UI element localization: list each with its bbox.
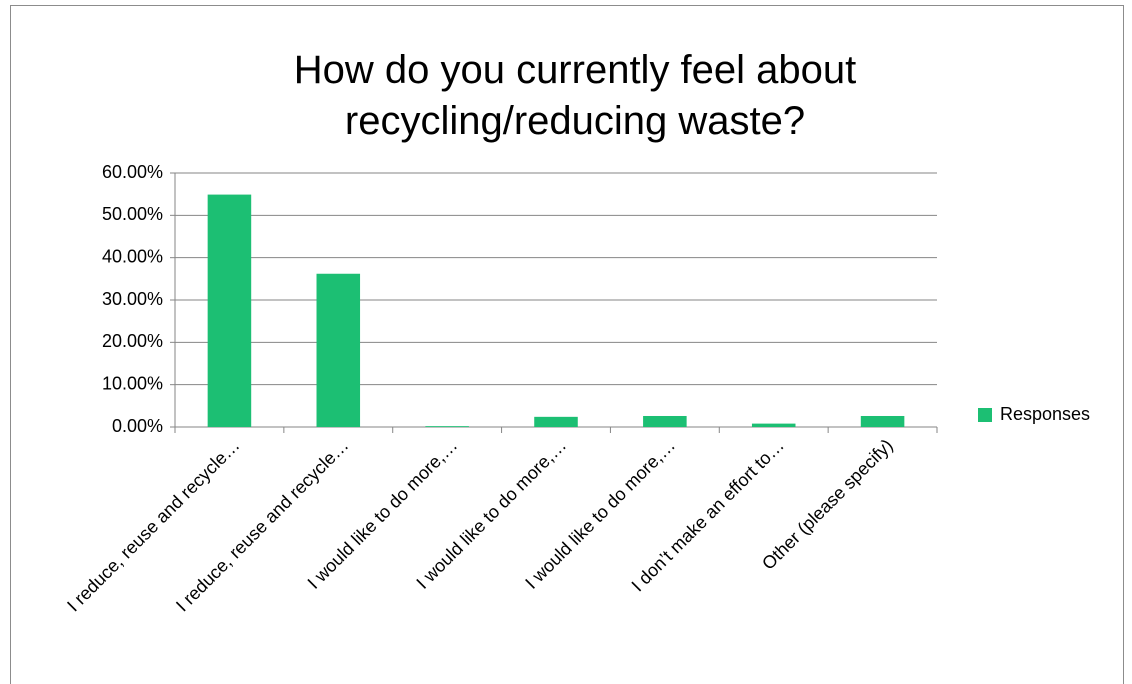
bar: [425, 426, 469, 427]
legend-label: Responses: [1000, 404, 1090, 424]
y-tick-label: 60.00%: [102, 162, 163, 182]
y-tick-label: 10.00%: [102, 373, 163, 393]
bar: [751, 423, 796, 427]
y-tick-label: 30.00%: [102, 289, 163, 309]
y-tick-label: 40.00%: [102, 246, 163, 266]
y-tick-label: 50.00%: [102, 204, 163, 224]
legend-swatch: [978, 408, 992, 422]
bar: [207, 194, 252, 427]
chart-border: [10, 5, 1124, 684]
bar: [534, 416, 578, 427]
bar: [860, 415, 905, 427]
bar: [643, 415, 687, 427]
x-tick-label: I reduce, reuse and recycle…: [63, 435, 243, 615]
bar: [316, 273, 361, 427]
y-tick-label: 20.00%: [102, 331, 163, 351]
x-tick-label: I reduce, reuse and recycle…: [172, 435, 352, 615]
chart-title: How do you currently feel about recyclin…: [293, 48, 857, 143]
y-tick-label: 0.00%: [112, 416, 163, 436]
